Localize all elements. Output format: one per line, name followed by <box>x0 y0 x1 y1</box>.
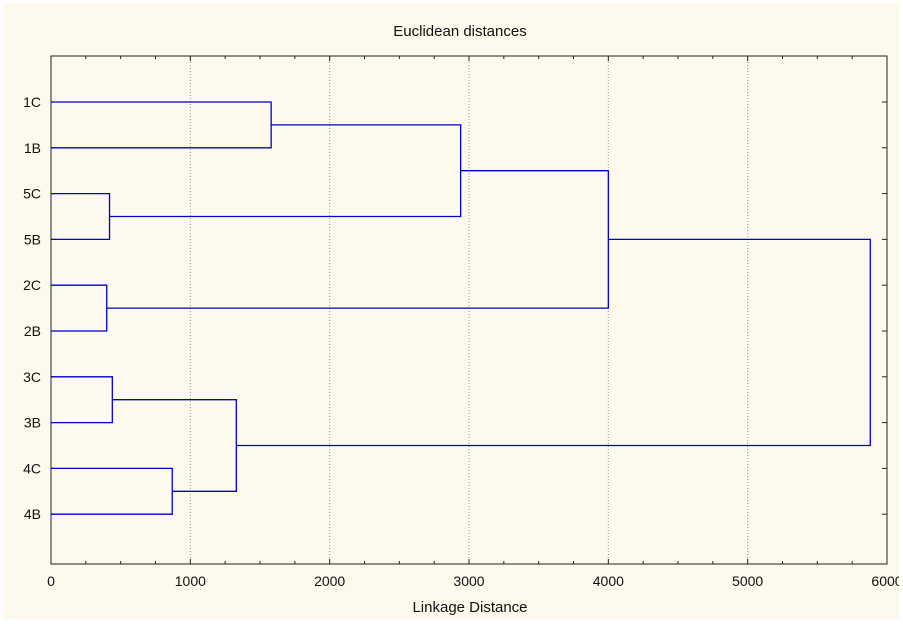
leaf-label: 4B <box>24 506 41 522</box>
x-tick-label: 3000 <box>453 573 484 589</box>
grid-lines <box>189 56 749 564</box>
dendrogram-link <box>236 238 871 447</box>
dendrogram-link <box>51 467 173 515</box>
x-tick-labels: 0 1000 2000 3000 4000 5000 6000 <box>47 573 903 589</box>
dendrogram-link <box>109 124 462 218</box>
axis-ticks <box>50 56 888 564</box>
plot-frame <box>50 55 888 565</box>
leaf-label: 4C <box>23 460 41 476</box>
x-axis-title: Linkage Distance <box>412 599 527 616</box>
x-tick-label: 2000 <box>314 573 345 589</box>
leaf-label: 2B <box>24 323 41 339</box>
dendrogram-link <box>51 101 272 149</box>
chart-title: Euclidean distances <box>393 23 526 40</box>
x-tick-label: 1000 <box>175 573 206 589</box>
x-tick-label: 4000 <box>593 573 624 589</box>
leaf-label: 3B <box>24 415 41 431</box>
dendrogram-chart: Euclidean distances 0 1000 2000 3000 4000 500… <box>3 3 903 619</box>
dendrogram-link <box>51 192 111 241</box>
dendrogram-links <box>51 101 871 515</box>
leaf-label: 1B <box>24 140 41 156</box>
x-tick-label: 6000 <box>871 573 899 589</box>
leaf-label: 5B <box>24 231 41 247</box>
dendrogram-link <box>51 376 113 424</box>
x-tick-label: 5000 <box>732 573 763 589</box>
dendrogram-link <box>112 399 237 492</box>
leaf-label: 2C <box>23 277 41 293</box>
dendrogram-link <box>51 284 108 332</box>
leaf-label: 5C <box>23 186 41 202</box>
x-tick-label: 0 <box>47 573 55 589</box>
leaf-label: 1C <box>23 94 41 110</box>
leaf-label: 3C <box>23 369 41 385</box>
chart-canvas: Euclidean distances 0 1000 2000 3000 4000 500… <box>23 23 903 616</box>
leaf-labels: 1C 1B 5C 5B 2C 2B 3C 3B 4C 4B <box>23 94 41 522</box>
dendrogram-link <box>106 170 609 309</box>
